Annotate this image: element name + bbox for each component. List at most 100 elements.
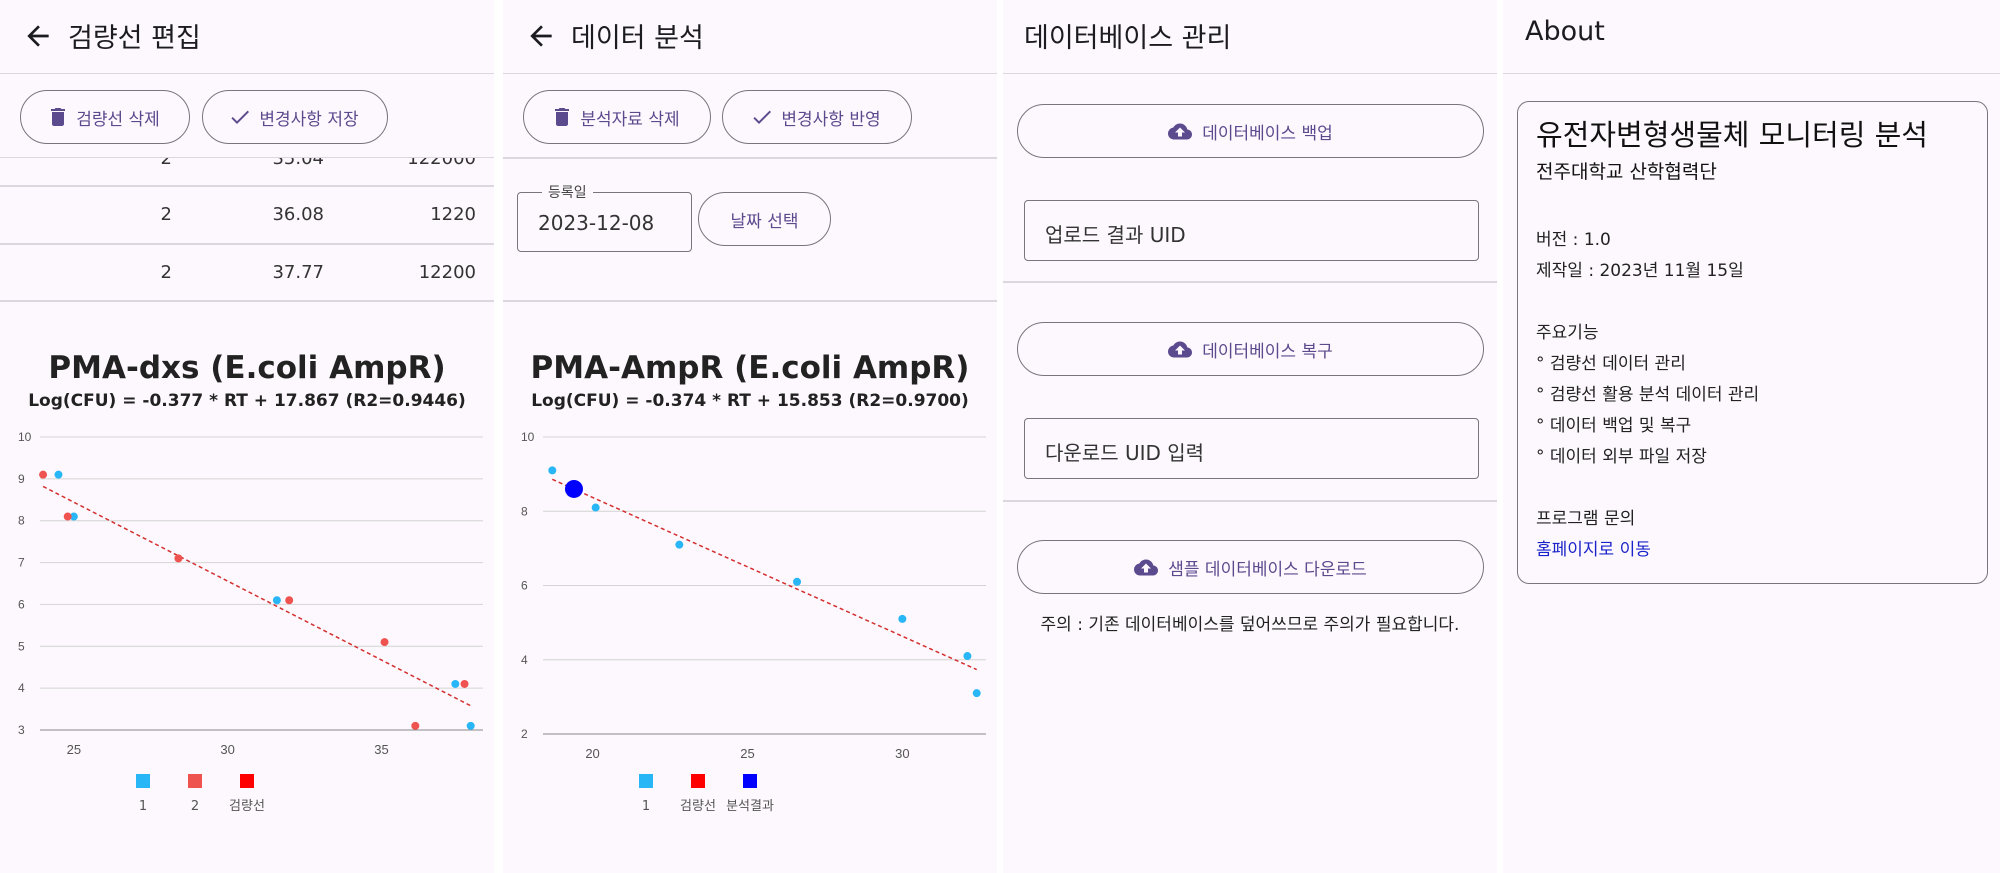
cell-cfu: 122000 [407, 158, 476, 169]
legend-label: 검량선 [229, 799, 265, 814]
page-title: 검량선 편집 [68, 23, 201, 54]
data-point [793, 577, 802, 586]
data-point [272, 596, 281, 605]
result-point [564, 479, 583, 498]
delete-analysis-button[interactable]: 분석자료 삭제 [523, 90, 711, 144]
divider [503, 300, 997, 302]
data-point [466, 721, 475, 730]
screen-gap [494, 0, 503, 873]
data-point [451, 679, 460, 688]
back-arrow-icon[interactable] [22, 20, 54, 52]
divider [0, 157, 494, 159]
screen-gap [1497, 0, 1503, 873]
data-point [39, 470, 48, 479]
sample-database-download-button[interactable]: 샘플 데이터베이스 다운로드 [1017, 540, 1484, 594]
field-placeholder: 다운로드 UID 입력 [1045, 441, 1205, 465]
screen-gap [997, 0, 1003, 873]
button-label: 샘플 데이터베이스 다운로드 [1168, 559, 1367, 580]
x-tick-label: 20 [585, 746, 599, 761]
y-tick-label: 2 [521, 727, 528, 741]
regression-line [551, 478, 978, 671]
cell-cfu: 1220 [430, 204, 476, 225]
features-title: 주요기능 [1536, 323, 1599, 343]
release-date-text: 제작일 : 2023년 11월 15일 [1536, 261, 1744, 281]
data-analysis-screen: 데이터 분석 분석자료 삭제 변경사항 반영 등록일 2023-12-08 날짜… [503, 0, 997, 873]
data-point [460, 679, 469, 688]
legend-swatch [743, 774, 757, 788]
apply-changes-button[interactable]: 변경사항 반영 [722, 90, 912, 144]
bullet-icon: ° [1536, 416, 1550, 436]
contact-title: 프로그램 문의 [1536, 509, 1636, 529]
backup-database-button[interactable]: 데이터베이스 백업 [1017, 104, 1484, 158]
row-divider [0, 185, 494, 187]
save-changes-button[interactable]: 변경사항 저장 [202, 90, 388, 144]
data-point [675, 540, 684, 549]
about-screen: About 유전자변형생물체 모니터링 분석 전주대학교 산학협력단 버전 : … [1503, 0, 2000, 873]
legend-label: 1 [642, 799, 650, 814]
download-uid-field[interactable]: 다운로드 UID 입력 [1024, 418, 1479, 479]
cloud-download-icon [1134, 559, 1159, 575]
legend-label: 분석결과 [726, 799, 774, 814]
table-row[interactable]: 2 35.04 122000 [0, 158, 494, 188]
y-tick-label: 7 [18, 556, 25, 570]
data-point [548, 466, 557, 475]
field-value: 2023-12-08 [538, 211, 655, 235]
calibration-edit-screen: 검량선 편집 검량선 삭제 변경사항 저장 2 35.04 122000 2 3… [0, 0, 494, 873]
chart-subtitle: Log(CFU) = -0.377 * RT + 17.867 (R2=0.94… [28, 391, 466, 411]
data-point [174, 554, 183, 563]
analysis-chart: 2 4 6 8 10 20 25 30 1 검량선 분석결과 [521, 430, 986, 814]
divider [1003, 281, 1497, 283]
button-label: 데이터베이스 복구 [1202, 341, 1333, 362]
restore-database-button[interactable]: 데이터베이스 복구 [1017, 322, 1484, 376]
data-point [285, 596, 294, 605]
upload-uid-field[interactable]: 업로드 결과 UID [1024, 200, 1479, 261]
organization: 전주대학교 산학협력단 [1536, 161, 1717, 183]
y-tick-label: 5 [18, 639, 25, 653]
button-label: 검량선 삭제 [76, 109, 160, 130]
page-title: 데이터 분석 [571, 23, 704, 54]
y-tick-label: 4 [18, 681, 25, 695]
data-point [898, 614, 907, 623]
about-card: 유전자변형생물체 모니터링 분석 전주대학교 산학협력단 버전 : 1.0 제작… [1517, 101, 1988, 584]
back-arrow-icon[interactable] [525, 20, 557, 52]
check-icon [753, 110, 772, 124]
legend-swatch [240, 774, 254, 788]
feature-label: 데이터 외부 파일 저장 [1549, 447, 1707, 467]
homepage-link[interactable]: 홈페이지로 이동 [1536, 540, 1651, 560]
delete-calibration-button[interactable]: 검량선 삭제 [20, 90, 190, 144]
field-label: 등록일 [542, 182, 593, 202]
data-point [63, 512, 72, 521]
y-tick-label: 4 [521, 653, 528, 667]
field-placeholder: 업로드 결과 UID [1045, 223, 1186, 247]
bullet-icon: ° [1536, 447, 1550, 467]
y-tick-label: 8 [521, 504, 528, 518]
registration-date-field[interactable]: 등록일 2023-12-08 [517, 182, 692, 252]
calibration-chart: 3 4 5 6 7 8 9 10 25 30 35 1 2 검량선 [18, 430, 483, 814]
database-screen: 데이터베이스 관리 데이터베이스 백업 업로드 결과 UID 데이터베이스 복구… [1003, 0, 1497, 873]
legend-swatch [691, 774, 705, 788]
x-tick-label: 25 [67, 742, 81, 757]
feature-label: 검량선 데이터 관리 [1549, 354, 1686, 374]
feature-item: ° 데이터 외부 파일 저장 [1536, 442, 1707, 467]
divider [0, 300, 494, 302]
legend-label: 2 [191, 799, 199, 814]
table-row[interactable]: 2 37.77 12200 [0, 244, 494, 300]
top-app-bar: 데이터베이스 관리 [1003, 0, 1497, 74]
date-pick-button[interactable]: 날짜 선택 [698, 192, 831, 246]
page-title: 데이터베이스 관리 [1024, 23, 1232, 54]
feature-label: 검량선 활용 분석 데이터 관리 [1549, 385, 1760, 405]
data-point [591, 503, 600, 512]
cell-rt: 35.04 [272, 158, 324, 169]
y-tick-label: 8 [18, 514, 25, 528]
y-tick-label: 10 [18, 430, 32, 444]
x-tick-label: 30 [220, 742, 234, 757]
legend-swatch [639, 774, 653, 788]
data-point [411, 721, 420, 730]
y-tick-label: 10 [521, 430, 535, 444]
button-label: 분석자료 삭제 [580, 109, 680, 130]
check-icon [231, 110, 250, 124]
y-tick-label: 6 [18, 597, 25, 611]
button-label: 변경사항 반영 [781, 109, 881, 130]
table-row[interactable]: 2 36.08 1220 [0, 186, 494, 244]
chart-subtitle: Log(CFU) = -0.374 * RT + 15.853 (R2=0.97… [531, 391, 969, 411]
